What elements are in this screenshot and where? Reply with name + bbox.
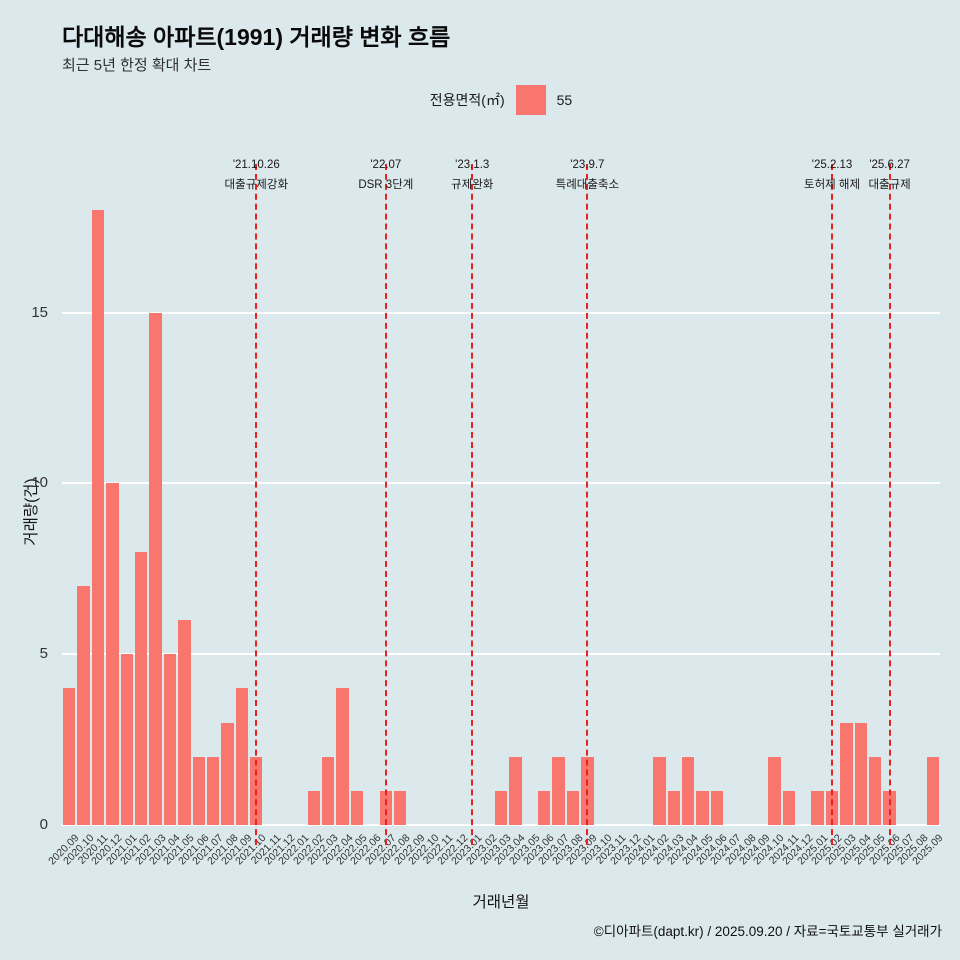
annotation-label: 토허제 해제 <box>803 179 861 191</box>
y-tick-label: 15 <box>31 303 48 321</box>
bar-2021.03 <box>149 312 162 825</box>
annotation-date: '25.2.13 <box>811 159 853 171</box>
annotation-date: '21.10.26 <box>232 159 280 171</box>
bar-2024.06 <box>710 790 724 825</box>
bar-2023.04 <box>509 756 522 825</box>
bar-2023.08 <box>566 790 580 825</box>
bar-2025.05 <box>869 756 882 825</box>
gridline-y-10 <box>62 482 940 485</box>
bar-2020.11 <box>91 210 105 825</box>
bar-2021.02 <box>134 551 148 825</box>
bar-2021.09 <box>235 688 249 825</box>
legend-value: 55 <box>556 92 573 108</box>
bar-2025.04 <box>854 722 868 825</box>
bar-2024.02 <box>653 756 666 825</box>
annotation-line-2023.01 <box>471 164 474 845</box>
annotation-date: '25.6.27 <box>869 159 910 171</box>
bar-2020.10 <box>77 585 90 825</box>
bar-2024.03 <box>667 790 680 825</box>
bar-2025.01 <box>811 790 824 825</box>
bar-2021.01 <box>120 654 133 825</box>
bar-2021.04 <box>163 654 177 825</box>
annotation-line-2025.02 <box>831 164 834 845</box>
bar-2022.08 <box>394 790 407 825</box>
annotation-line-2025.06 <box>888 164 891 845</box>
bar-2020.09 <box>63 688 76 825</box>
bar-2023.03 <box>494 790 508 825</box>
annotation-date: '22.07 <box>370 159 402 171</box>
bar-2022.02 <box>307 790 321 825</box>
annotation-line-2023.09 <box>586 164 589 845</box>
bar-2021.05 <box>178 620 191 825</box>
bar-2023.06 <box>537 790 551 825</box>
annotation-label: DSR 3단계 <box>358 179 414 191</box>
legend: 전용면적(㎡) 55 <box>62 84 940 116</box>
bar-2022.05 <box>350 790 364 825</box>
annotation-date: '23.9.7 <box>570 159 605 171</box>
bar-2025.09 <box>926 756 939 825</box>
footer-credit: ©디아파트(dapt.kr) / 2025.09.20 / 자료=국토교통부 실… <box>593 924 942 939</box>
bar-2021.07 <box>206 756 220 825</box>
bar-2020.12 <box>106 483 119 825</box>
y-tick-label: 5 <box>39 645 48 663</box>
bar-2022.04 <box>336 688 349 825</box>
bar-2021.06 <box>192 756 205 825</box>
page-title: 다대해송 아파트(1991) 거래량 변화 흐름 <box>62 24 451 50</box>
annotation-line-2022.07 <box>384 164 387 845</box>
legend-swatch <box>515 85 546 115</box>
annotation-label: 규제완화 <box>451 179 494 191</box>
annotation-label: 특례대출축소 <box>555 179 620 191</box>
annotation-date: '23.1.3 <box>455 159 490 171</box>
bar-2024.11 <box>782 790 796 825</box>
bar-2023.07 <box>552 756 565 825</box>
gridline-y-0 <box>62 824 940 826</box>
annotation-label: 대출규제강화 <box>224 179 289 191</box>
bar-2024.10 <box>768 756 781 825</box>
y-tick-label: 10 <box>31 474 48 492</box>
plot-area: 0 5 10 15 2020.09 2020.10 2020.11 2020.12 2021.0… <box>31 159 945 867</box>
legend-title: 전용면적(㎡) <box>429 92 505 108</box>
gridline-y-5 <box>62 653 940 656</box>
bar-2022.03 <box>322 756 335 825</box>
bar-2024.04 <box>681 756 695 825</box>
annotation-line-2021.10 <box>255 164 258 845</box>
page-subtitle: 최근 5년 한정 확대 차트 <box>62 57 212 74</box>
gridline-y-15 <box>62 311 940 314</box>
y-tick-label: 0 <box>39 816 48 833</box>
bar-2024.05 <box>696 790 709 825</box>
bar-2021.08 <box>221 722 234 825</box>
bar-2025.03 <box>840 722 853 825</box>
annotation-label: 대출규제 <box>868 179 911 191</box>
x-axis-title: 거래년월 <box>472 894 530 911</box>
